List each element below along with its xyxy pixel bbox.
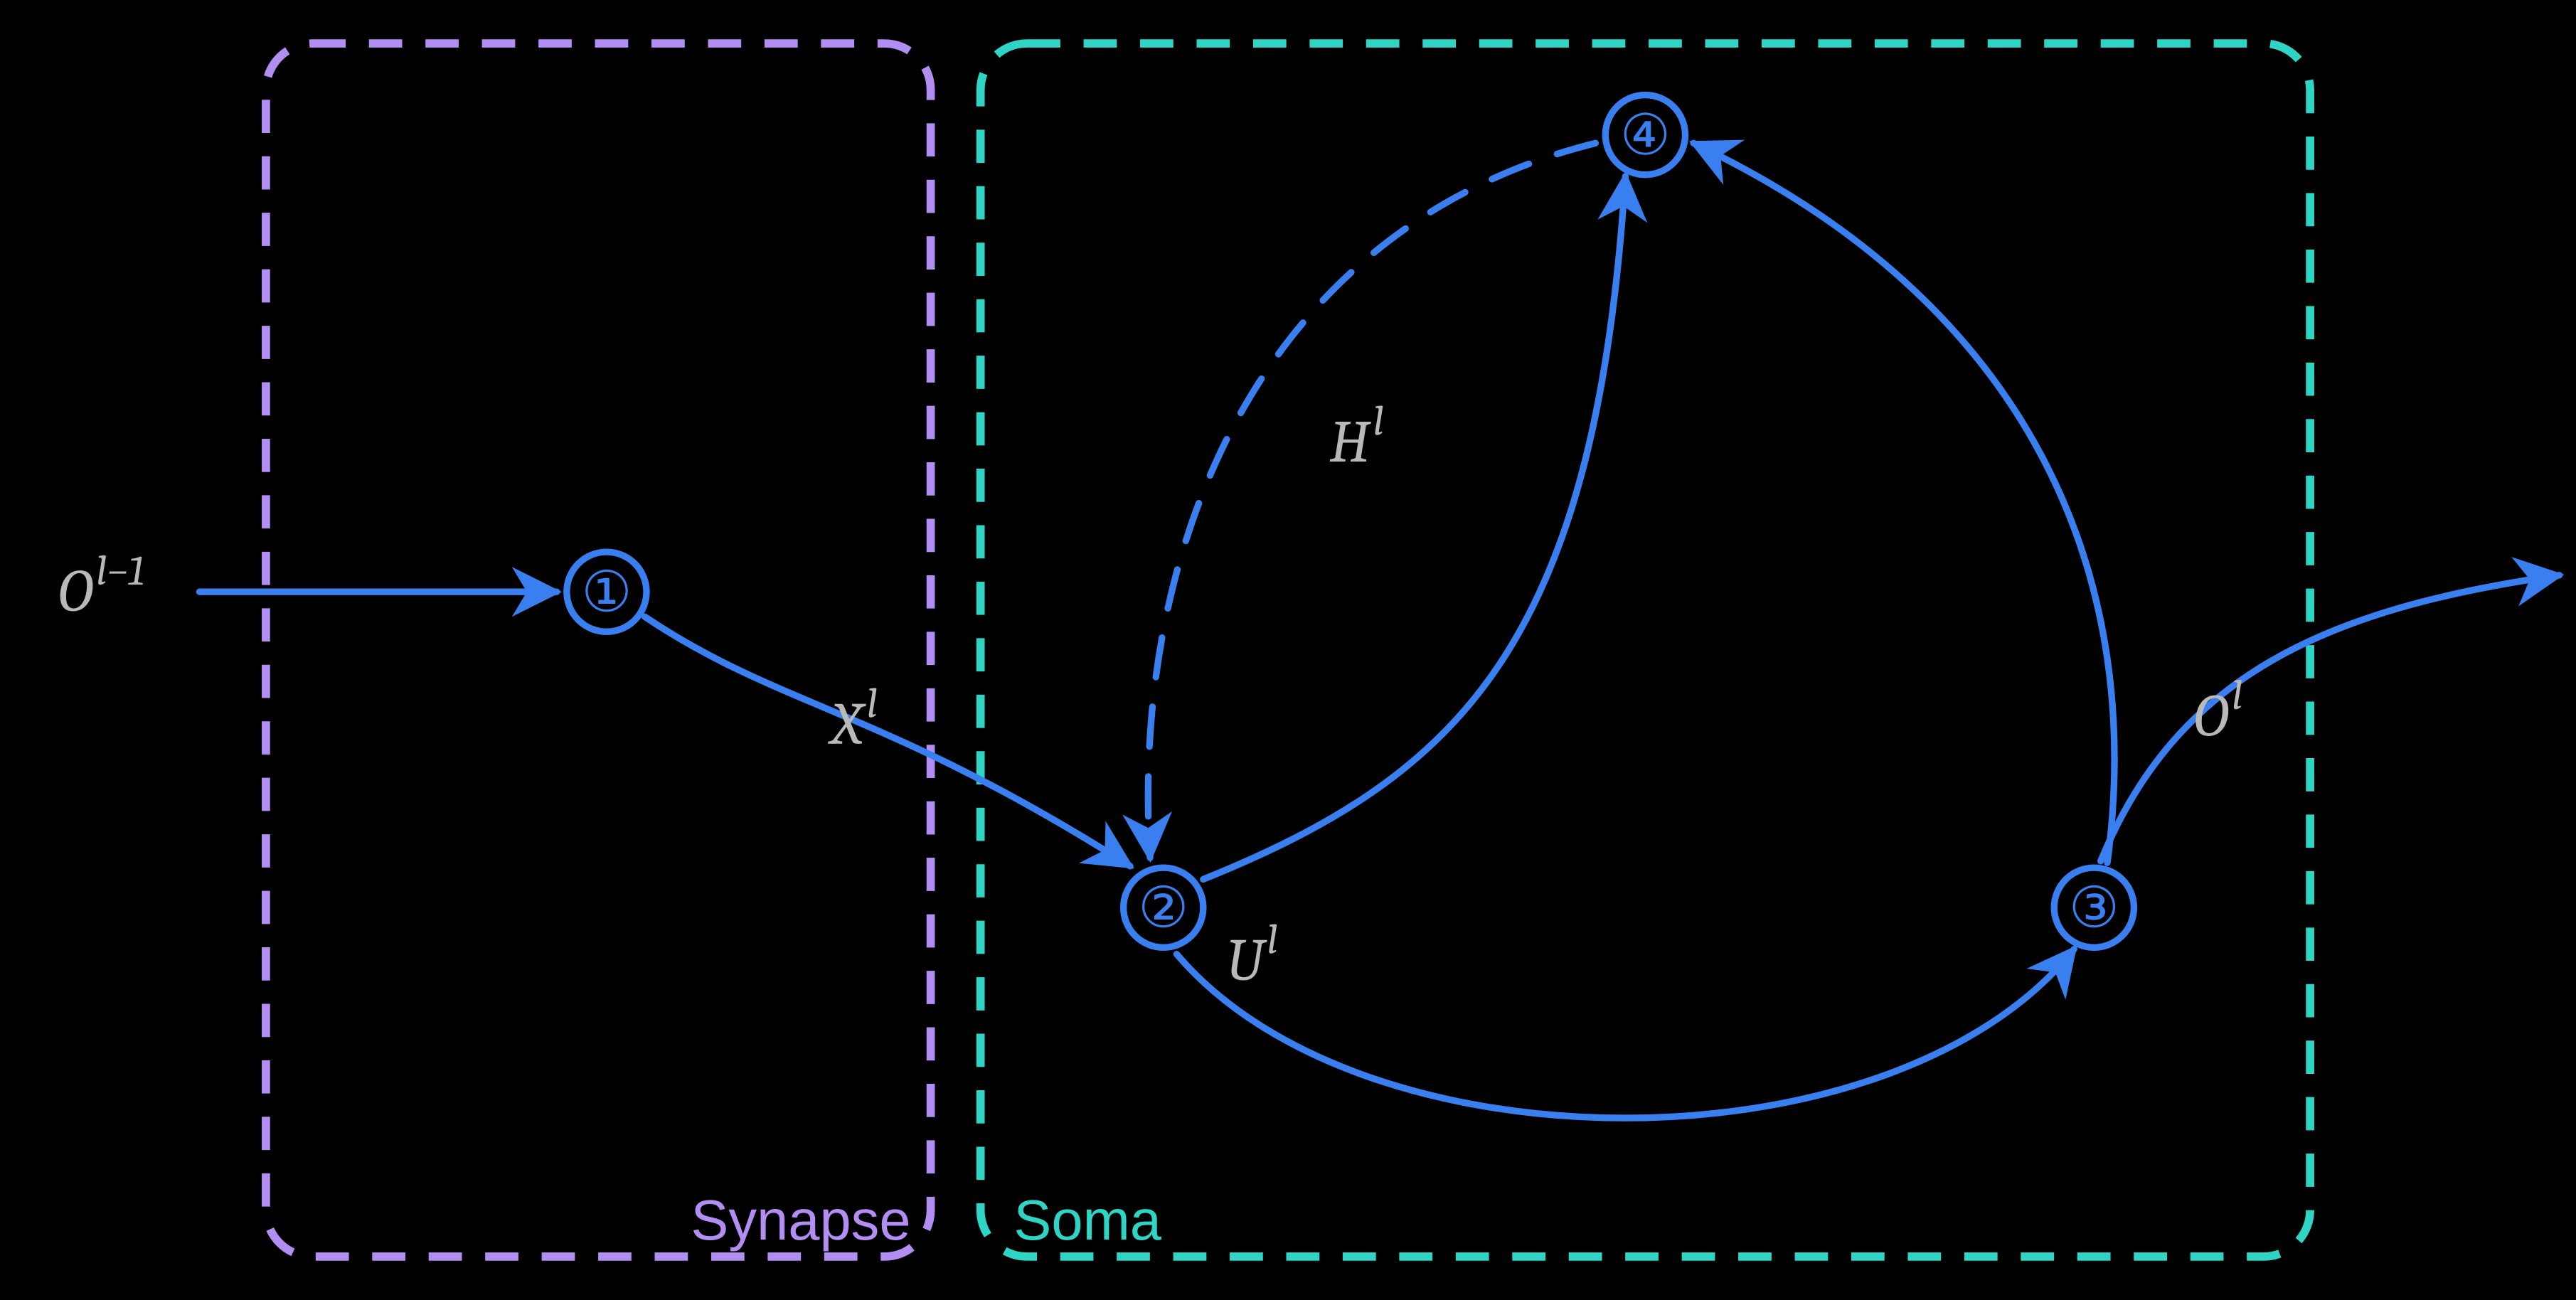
node-4-glyph: ④ [1620,103,1671,166]
soma-label: Soma [1013,1188,1161,1252]
synapse-label: Synapse [691,1188,910,1252]
node-1: ① [567,552,646,632]
soma-region-box [981,43,2310,1257]
edge-3-to-output [2101,575,2560,861]
edge-label-X-sup: l [867,680,878,728]
edge-label-H-sup: l [1373,397,1384,445]
input-label-sup: l−1 [96,547,144,595]
node-3: ③ [2054,868,2134,947]
node-4: ④ [1605,95,1685,175]
edge-label-X: Xl [827,680,878,760]
edge-label-U: Ul [1227,916,1278,996]
edge-label-H-base: H [1329,407,1371,476]
input-label-base: O [58,558,93,627]
node-2: ② [1124,868,1203,947]
edge-label-O-base: O [2194,682,2229,751]
node-3-glyph: ③ [2069,876,2119,939]
edge-label-H: Hl [1329,397,1383,476]
edge-2-to-4 [1203,176,1626,879]
edge-label-U-base: U [1227,926,1268,995]
node-1-glyph: ① [581,560,632,624]
edge-2-to-3 [1176,949,2074,1118]
edge-label-X-base: X [827,691,866,760]
edge-label-O: Ol [2194,671,2243,751]
edge-4-to-2-dashed [1148,143,1595,858]
diagram-canvas: ① ② ③ ④ Synapse Soma Ol−1 Xl Ul Hl Ol [0,0,2576,1300]
edge-label-O-sup: l [2232,671,2242,720]
edge-1-to-2 [645,617,1130,866]
synapse-region-box [266,43,931,1257]
input-label: Ol−1 [58,547,144,627]
node-2-glyph: ② [1138,876,1188,939]
edge-label-U-sup: l [1267,916,1278,964]
edge-3-to-4 [1693,143,2114,863]
